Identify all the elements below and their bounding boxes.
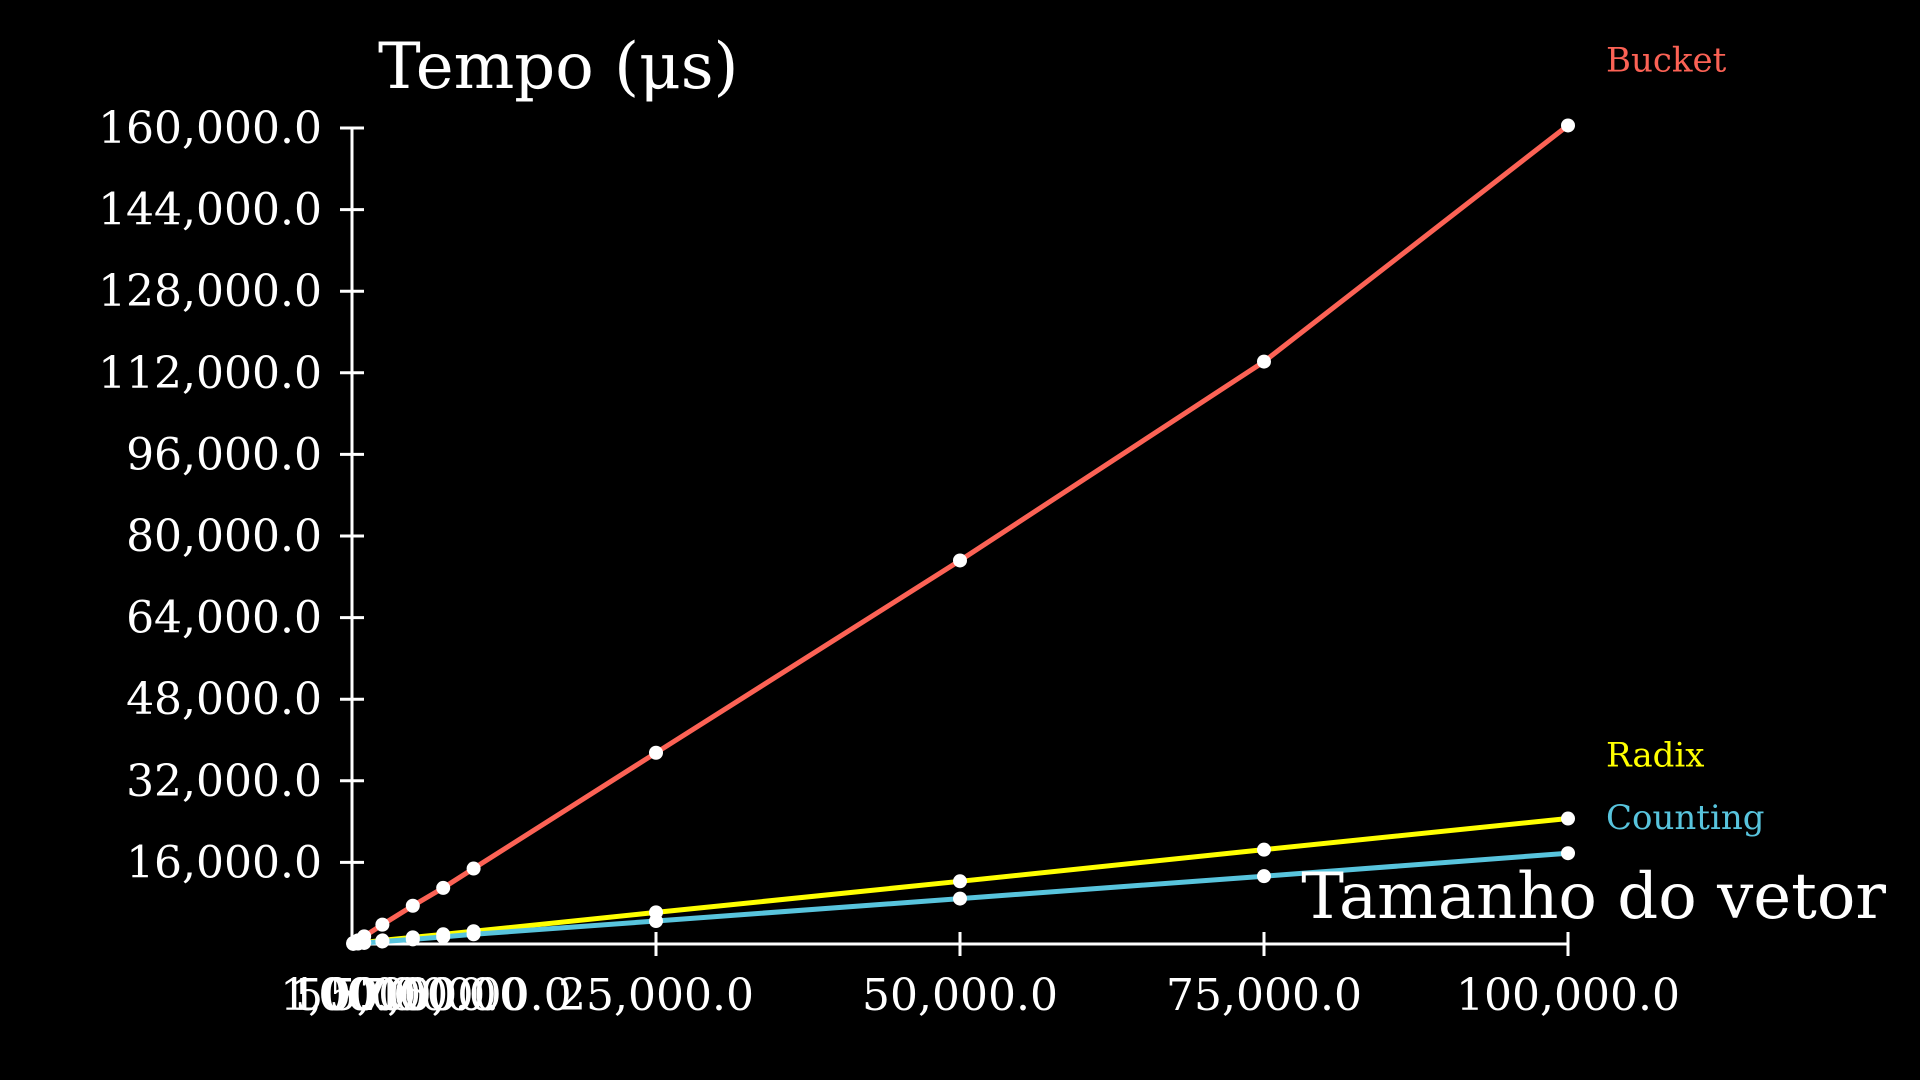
x-tick-label: 100.0 xyxy=(290,970,416,1021)
x-tick-label: 5,000.0 xyxy=(329,970,497,1021)
axes xyxy=(350,128,1568,946)
data-point-bucket xyxy=(436,880,451,895)
y-tick-label: 96,000.0 xyxy=(126,429,322,480)
data-point-bucket xyxy=(1257,354,1271,369)
legend-label-counting: Counting xyxy=(1606,798,1764,838)
x-ticks: 100.0500.01,000.05,000.07,500.010,000.02… xyxy=(280,932,1680,1021)
x-tick-label: 500.0 xyxy=(295,970,421,1021)
y-tick-label: 16,000.0 xyxy=(126,837,322,888)
legend-label-bucket: Bucket xyxy=(1606,40,1727,80)
data-point-counting xyxy=(466,927,481,942)
y-tick-label: 128,000.0 xyxy=(98,266,322,317)
y-tick-label: 48,000.0 xyxy=(126,674,322,725)
x-tick-label: 7,500.0 xyxy=(359,970,527,1021)
data-point-counting xyxy=(375,934,390,949)
y-tick-label: 160,000.0 xyxy=(98,103,322,154)
legend: Bucket Radix Counting xyxy=(1606,40,1764,838)
x-tick-label: 100,000.0 xyxy=(1456,970,1680,1021)
data-point-counting xyxy=(405,932,420,947)
series-points xyxy=(346,118,1575,951)
y-tick-label: 64,000.0 xyxy=(126,593,322,644)
data-point-counting xyxy=(649,914,663,929)
data-point-radix xyxy=(1257,842,1271,857)
y-tick-label: 144,000.0 xyxy=(98,185,322,236)
y-tick-label: 112,000.0 xyxy=(98,348,322,399)
x-tick-label: 10,000.0 xyxy=(376,970,572,1021)
x-tick-label: 1,000.0 xyxy=(280,970,448,1021)
data-point-bucket xyxy=(466,861,481,876)
x-tick-label: 75,000.0 xyxy=(1166,970,1362,1021)
data-point-counting xyxy=(1257,869,1271,884)
data-point-radix xyxy=(953,874,967,889)
y-tick-label: 32,000.0 xyxy=(126,756,322,807)
y-tick-label: 80,000.0 xyxy=(126,511,322,562)
data-point-bucket xyxy=(405,898,420,913)
data-point-bucket xyxy=(953,553,967,568)
series-line-bucket xyxy=(350,122,1571,946)
data-point-counting xyxy=(1561,846,1575,861)
x-tick-label: 50,000.0 xyxy=(862,970,1058,1021)
data-point-counting xyxy=(357,935,372,950)
x-tick-label: 25,000.0 xyxy=(558,970,754,1021)
data-point-counting xyxy=(436,929,451,944)
y-axis-title: Tempo (μs) xyxy=(378,30,739,104)
data-point-bucket xyxy=(649,745,663,760)
series-lines xyxy=(350,122,1571,947)
legend-label-radix: Radix xyxy=(1606,736,1704,776)
data-point-bucket xyxy=(1561,118,1575,133)
data-point-radix xyxy=(1561,811,1575,826)
data-point-bucket xyxy=(375,917,390,932)
y-ticks: 16,000.0 32,000.0 48,000.0 64,000.0 80,000.0… xyxy=(98,103,364,888)
x-axis-title: Tamanho do vetor xyxy=(1301,860,1886,934)
data-point-counting xyxy=(953,891,967,906)
